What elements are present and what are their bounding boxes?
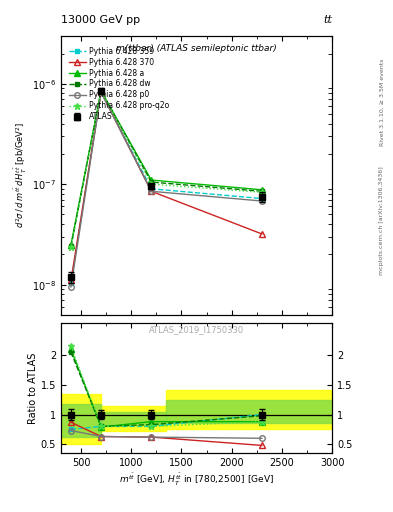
- Pythia 6.428 370: [149, 188, 154, 195]
- Text: Rivet 3.1.10, ≥ 3.5M events: Rivet 3.1.10, ≥ 3.5M events: [380, 59, 384, 146]
- Pythia 6.428 359: [69, 280, 73, 286]
- Legend: Pythia 6.428 359, Pythia 6.428 370, Pythia 6.428 a, Pythia 6.428 dw, Pythia 6.42: Pythia 6.428 359, Pythia 6.428 370, Pyth…: [68, 45, 171, 123]
- Y-axis label: $d^2\sigma\,/\,d\,m^{t\bar{t}}\,d\,H_T^{t\bar{t}}$ [pb/GeV$^2$]: $d^2\sigma\,/\,d\,m^{t\bar{t}}\,d\,H_T^{…: [13, 122, 29, 228]
- Pythia 6.428 p0: [99, 90, 103, 96]
- Line: Pythia 6.428 p0: Pythia 6.428 p0: [68, 90, 264, 290]
- Pythia 6.428 359: [99, 89, 103, 95]
- Y-axis label: Ratio to ATLAS: Ratio to ATLAS: [28, 352, 38, 423]
- Pythia 6.428 dw: [69, 243, 73, 249]
- Pythia 6.428 a: [149, 177, 154, 183]
- Line: Pythia 6.428 pro-q2o: Pythia 6.428 pro-q2o: [68, 88, 265, 251]
- Pythia 6.428 pro-q2o: [149, 181, 154, 187]
- Line: Pythia 6.428 dw: Pythia 6.428 dw: [68, 89, 264, 249]
- Pythia 6.428 p0: [69, 284, 73, 290]
- Pythia 6.428 a: [259, 187, 264, 193]
- Pythia 6.428 359: [149, 186, 154, 192]
- Pythia 6.428 pro-q2o: [99, 88, 103, 94]
- Text: m(ttbar) (ATLAS semileptonic ttbar): m(ttbar) (ATLAS semileptonic ttbar): [116, 44, 277, 53]
- Text: mcplots.cern.ch [arXiv:1306.3436]: mcplots.cern.ch [arXiv:1306.3436]: [380, 166, 384, 274]
- Pythia 6.428 dw: [259, 188, 264, 195]
- Text: tt: tt: [323, 14, 332, 25]
- Pythia 6.428 dw: [149, 179, 154, 185]
- Line: Pythia 6.428 a: Pythia 6.428 a: [68, 88, 264, 247]
- Pythia 6.428 pro-q2o: [259, 189, 264, 196]
- Pythia 6.428 dw: [99, 88, 103, 94]
- Pythia 6.428 a: [99, 88, 103, 94]
- Text: 13000 GeV pp: 13000 GeV pp: [61, 14, 140, 25]
- Pythia 6.428 p0: [149, 188, 154, 195]
- Pythia 6.428 370: [259, 231, 264, 237]
- Text: ATLAS_2019_I1750330: ATLAS_2019_I1750330: [149, 325, 244, 334]
- Pythia 6.428 a: [69, 242, 73, 248]
- Pythia 6.428 370: [99, 89, 103, 95]
- X-axis label: $m^{t\bar{t}}$ [GeV], $H_T^{t\bar{t}}$ in [780,2500] [GeV]: $m^{t\bar{t}}$ [GeV], $H_T^{t\bar{t}}$ i…: [119, 472, 274, 488]
- Pythia 6.428 370: [69, 278, 73, 284]
- Pythia 6.428 pro-q2o: [69, 244, 73, 250]
- Line: Pythia 6.428 359: Pythia 6.428 359: [68, 90, 264, 285]
- Line: Pythia 6.428 370: Pythia 6.428 370: [68, 89, 264, 283]
- Pythia 6.428 359: [259, 196, 264, 202]
- Pythia 6.428 p0: [259, 198, 264, 204]
